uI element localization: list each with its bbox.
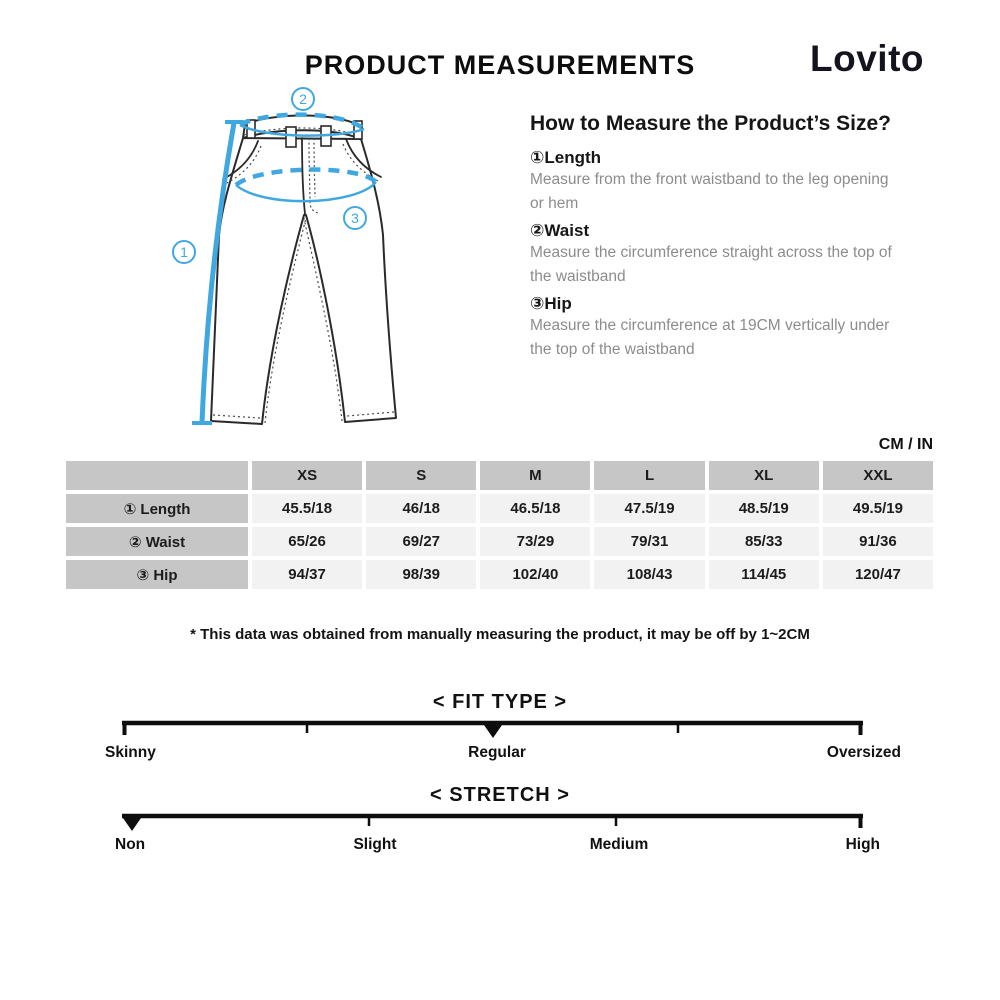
length-marker-circle [172,240,196,264]
table-cell: 73/29 [480,527,591,556]
stretch-label-slight: Slight [353,836,397,853]
how-to-item-desc: Measure the circumference at 19CM vertic… [530,317,890,358]
fit-type-label-skinny: Skinny [105,744,156,761]
page-title: PRODUCT MEASUREMENTS [304,50,696,80]
how-to-measure-section: How to Measure the Product’s Size? ①Leng… [530,112,892,362]
table-cell: 69/27 [366,527,477,556]
table-header-cell: S [366,461,477,490]
table-cell: 79/31 [594,527,705,556]
hip-marker-circle [343,206,367,230]
stretch-label-non: Non [115,836,146,853]
table-cell: 108/43 [594,560,705,589]
stretch-scale-line [122,813,863,828]
table-cell: 46/18 [366,494,477,523]
fit-type-title: < FIT TYPE > [432,691,568,713]
table-cell: 114/45 [708,560,819,589]
waist-marker-number: 2 [299,91,307,107]
table-row-label: ① Length [66,494,248,523]
fit-type-scale-line [122,720,863,735]
table-cell: 65/26 [252,527,363,556]
stretch-label-high: High [845,836,880,853]
fit-type-label-regular: Regular [468,744,526,761]
how-to-heading: How to Measure the Product’s Size? [530,112,891,135]
table-header-cell: XL [708,461,819,490]
table-corner-cell [66,461,248,490]
how-to-item-desc: Measure the circumference straight acros… [530,244,892,285]
table-cell: 45.5/18 [252,494,363,523]
marker-numbers: 1 2 3 [180,91,359,260]
how-to-item-length: ①Length Measure from the front waistband… [530,148,892,216]
hip-measure-solid-arc [235,181,377,203]
table-cell: 94/37 [252,560,363,589]
brand-logo: Lovito [810,38,924,79]
table-header-cell: XS [252,461,363,490]
waist-marker-circle [291,87,315,111]
table-header-cell: M [480,461,591,490]
table-cell: 102/40 [480,560,591,589]
stretch-marker [122,818,141,831]
stretch-label-medium: Medium [589,836,649,853]
fit-type-label-oversized: Oversized [826,744,901,761]
table-header-cell: L [594,461,705,490]
table-cell: 98/39 [366,560,477,589]
hip-measure-dashed-arc [234,167,378,187]
table-cell: 85/33 [708,527,819,556]
pants-outline [210,114,397,425]
stretch-title: < STRETCH > [430,784,570,806]
measurement-annotations [172,87,378,425]
table-cell: 48.5/19 [708,494,819,523]
waist-measure-dashed-arc [238,112,366,131]
stretch-scale [122,813,863,837]
how-to-item-label: ②Waist [530,221,590,240]
how-to-item-waist: ②Waist Measure the circumference straigh… [530,221,892,289]
length-marker-number: 1 [180,244,188,260]
table-cell: 120/47 [822,560,933,589]
measurement-disclaimer: * This data was obtained from manually m… [190,626,810,643]
hip-marker-number: 3 [351,210,359,226]
table-cell: 91/36 [822,527,933,556]
how-to-item-label: ③Hip [530,294,572,313]
how-to-item-label: ①Length [530,148,602,167]
fit-type-scale [122,720,863,744]
pants-measurement-diagram: 1 2 3 [172,87,397,425]
table-cell: 46.5/18 [480,494,591,523]
table-header-cell: XXL [822,461,933,490]
how-to-item-desc: Measure from the front waistband to the … [530,171,889,212]
waist-measure-solid-arc [239,123,365,137]
table-row-label: ③ Hip [66,560,248,589]
size-table: XS S M L XL XXL ① Length 45.5/18 46/18 4… [66,461,933,589]
table-cell: 47.5/19 [594,494,705,523]
how-to-item-hip: ③Hip Measure the circumference at 19CM v… [530,294,892,362]
length-measure-line [199,122,237,424]
table-cell: 49.5/19 [822,494,933,523]
table-row-label: ② Waist [66,527,248,556]
fit-type-marker [483,725,502,738]
unit-label: CM / IN [878,436,933,453]
